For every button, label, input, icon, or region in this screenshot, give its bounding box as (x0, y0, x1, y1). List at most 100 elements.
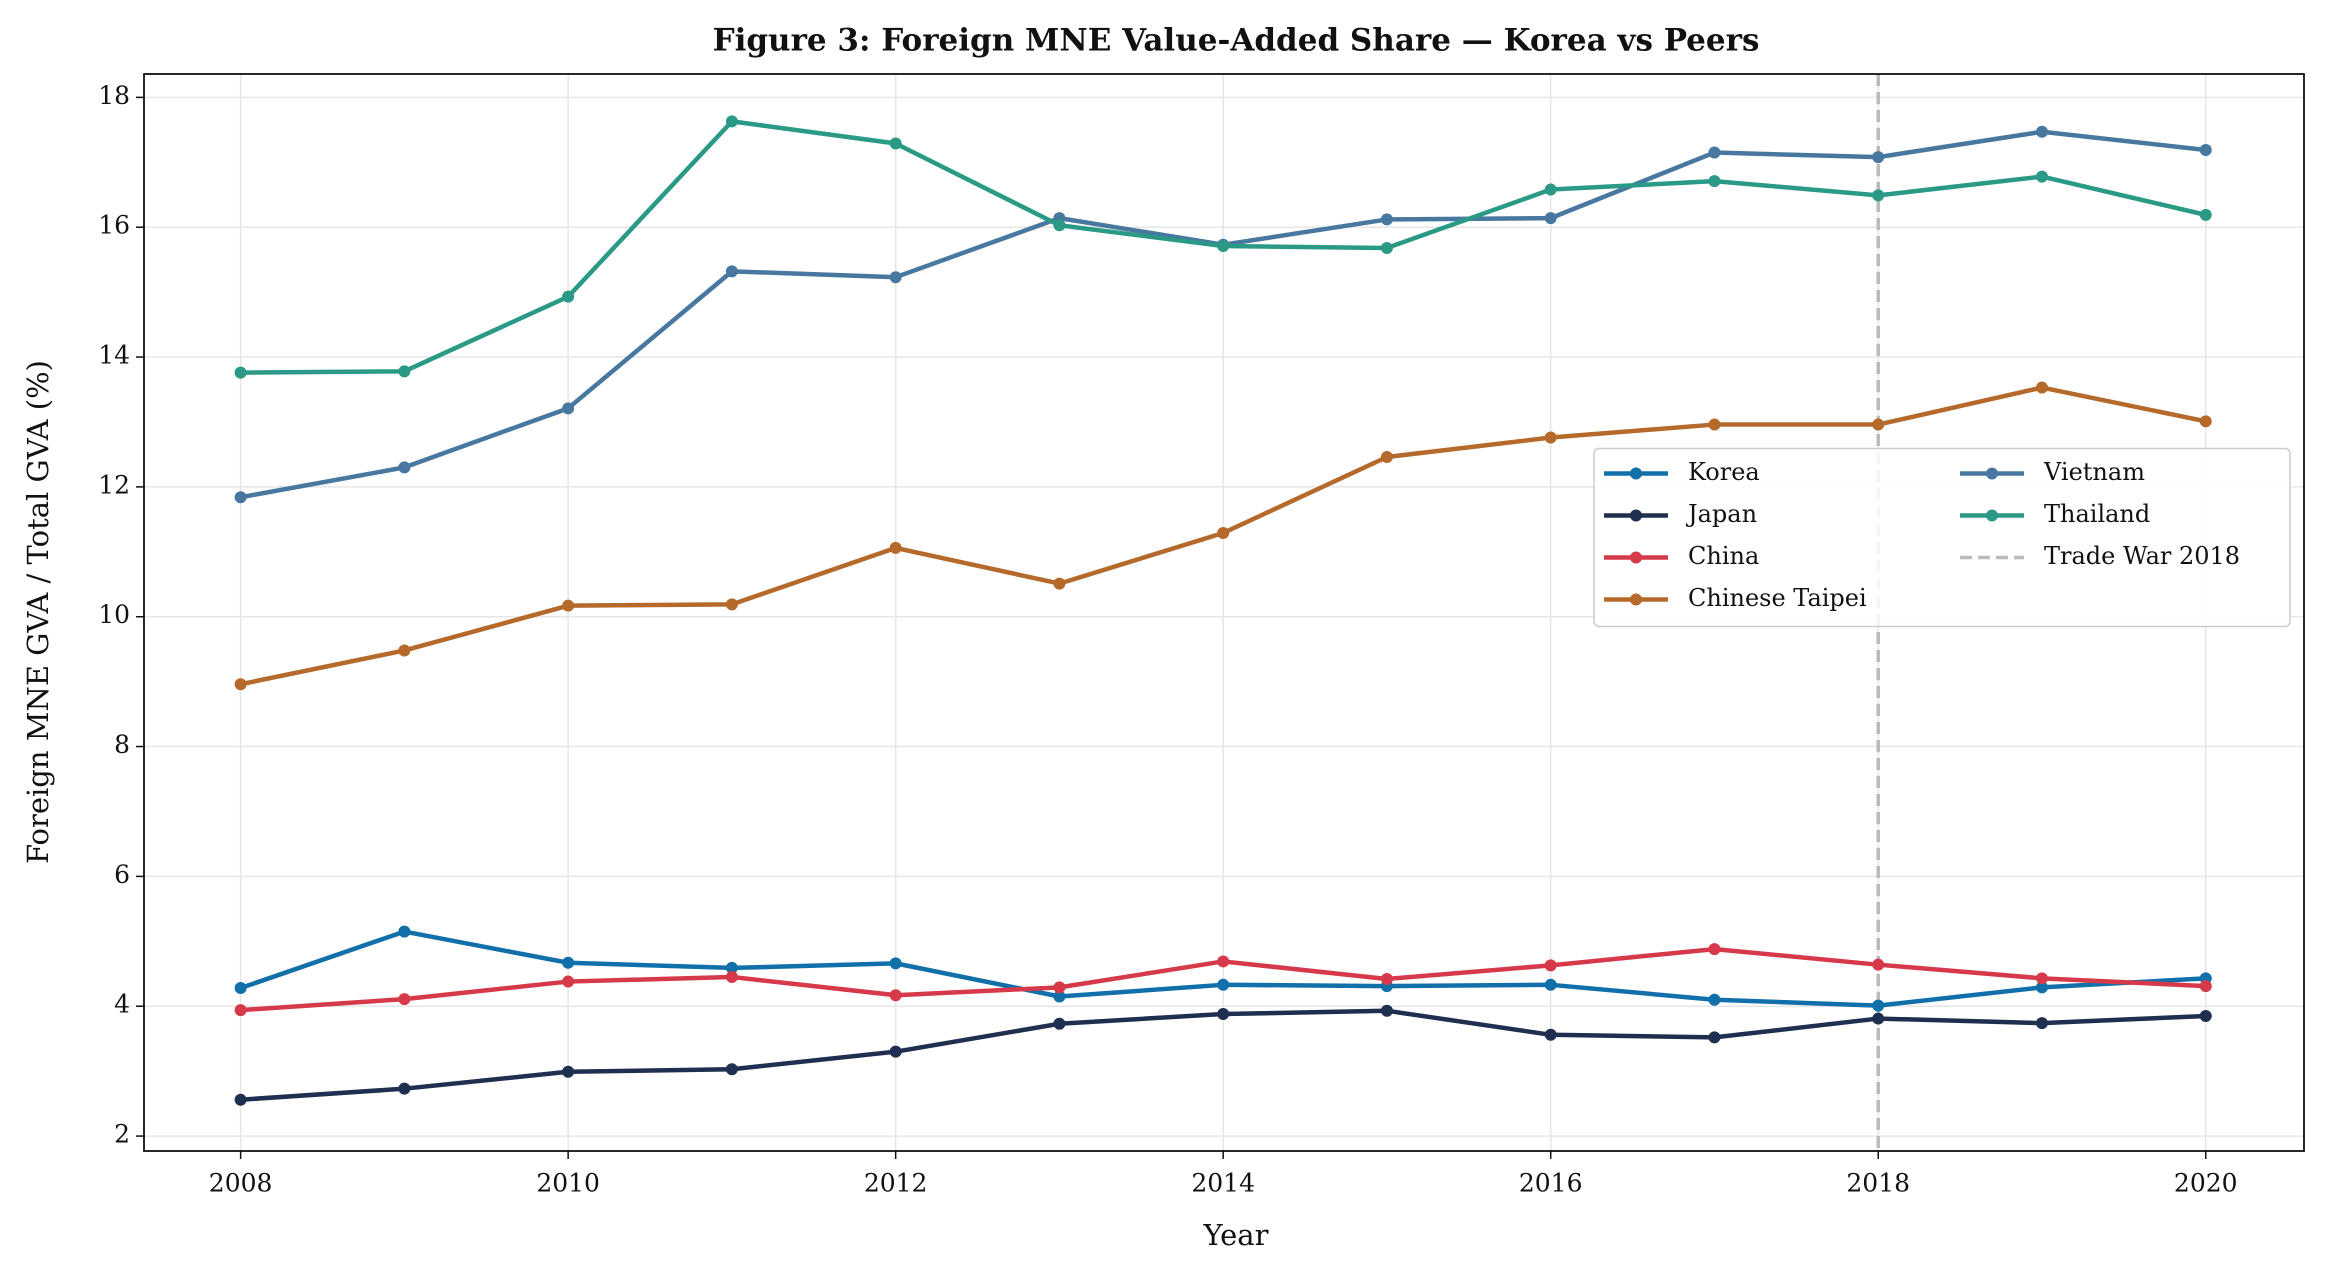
data-point (2199, 143, 2212, 156)
data-point (1544, 959, 1557, 972)
data-point (562, 290, 575, 303)
data-point (562, 599, 575, 612)
data-point (234, 678, 247, 691)
data-point (1872, 1012, 1885, 1025)
y-tick-label: 8 (114, 730, 130, 759)
data-point (1544, 978, 1557, 991)
data-point (234, 1093, 247, 1106)
data-point (562, 975, 575, 988)
data-point (889, 1045, 902, 1058)
legend-swatch (1630, 551, 1642, 564)
y-tick-label: 4 (114, 990, 130, 1019)
data-point (2035, 981, 2048, 994)
data-point (1544, 1028, 1557, 1041)
data-point (1872, 999, 1885, 1012)
data-point (1217, 240, 1230, 253)
data-point (2199, 208, 2212, 221)
data-point (1872, 189, 1885, 202)
data-point (1544, 212, 1557, 225)
data-point (889, 957, 902, 970)
data-point (1380, 1004, 1393, 1017)
data-point (1217, 978, 1230, 991)
x-tick-label: 2010 (536, 1169, 600, 1198)
legend-box (1593, 447, 2291, 628)
data-point (1872, 418, 1885, 431)
data-point (1708, 418, 1721, 431)
data-point (2199, 415, 2212, 428)
data-point (398, 993, 411, 1006)
data-point (398, 461, 411, 474)
data-point (2035, 1017, 2048, 1030)
data-point (1053, 1017, 1066, 1030)
y-tick-label: 10 (98, 600, 130, 629)
legend-swatch (1630, 593, 1642, 606)
data-point (1544, 431, 1557, 444)
data-point (889, 541, 902, 554)
data-point (1708, 175, 1721, 188)
y-tick-label: 12 (98, 470, 130, 499)
data-point (1708, 943, 1721, 956)
data-point (2199, 980, 2212, 993)
x-tick-label: 2020 (2174, 1169, 2238, 1198)
data-point (725, 1063, 738, 1076)
data-point (1872, 958, 1885, 971)
data-point (2199, 1009, 2212, 1022)
x-tick-label: 2018 (1846, 1169, 1910, 1198)
y-tick-label: 18 (98, 81, 130, 110)
data-point (234, 491, 247, 504)
legend-swatch (1630, 509, 1642, 522)
data-point (725, 115, 738, 128)
legend-label: Trade War 2018 (2044, 542, 2240, 570)
data-point (398, 644, 411, 657)
data-point (1053, 990, 1066, 1003)
data-point (398, 925, 411, 938)
legend-label: Japan (1685, 500, 1757, 528)
data-point (725, 598, 738, 611)
legend-label: Chinese Taipei (1688, 584, 1867, 612)
legend-swatch (1986, 509, 1998, 522)
chart-title: Figure 3: Foreign MNE Value-Added Share … (713, 23, 1760, 59)
y-axis-label: Foreign MNE GVA / Total GVA (%) (21, 360, 55, 864)
x-tick-label: 2014 (1191, 1169, 1255, 1198)
y-tick-label: 2 (114, 1120, 130, 1149)
y-tick-label: 16 (98, 211, 130, 240)
data-point (1544, 183, 1557, 196)
x-tick-label: 2008 (209, 1169, 273, 1198)
data-point (1217, 526, 1230, 539)
legend-label: Vietnam (2043, 458, 2145, 486)
data-point (1380, 972, 1393, 985)
legend-swatch (1630, 467, 1642, 480)
data-point (1053, 577, 1066, 590)
data-point (725, 961, 738, 974)
data-point (1053, 219, 1066, 232)
data-point (1708, 146, 1721, 159)
data-point (1217, 955, 1230, 968)
data-point (889, 989, 902, 1002)
data-point (1217, 1008, 1230, 1021)
legend-swatch (1986, 467, 1998, 480)
x-tick-label: 2012 (864, 1169, 928, 1198)
data-point (562, 1065, 575, 1078)
data-point (234, 1004, 247, 1017)
x-axis-label: Year (1203, 1218, 1269, 1252)
data-point (398, 1082, 411, 1095)
y-tick-label: 14 (98, 341, 130, 370)
y-tick-label: 6 (114, 860, 130, 889)
data-point (1380, 241, 1393, 254)
data-point (562, 956, 575, 969)
plot-frame (143, 73, 2305, 1152)
data-point (1708, 993, 1721, 1006)
legend-label: Thailand (2044, 500, 2150, 528)
data-point (889, 137, 902, 150)
data-point (1708, 1031, 1721, 1044)
data-point (1380, 213, 1393, 226)
data-point (1053, 981, 1066, 994)
data-point (234, 366, 247, 379)
data-point (562, 402, 575, 415)
legend-label: China (1688, 542, 1759, 570)
data-point (725, 971, 738, 984)
data-point (1380, 451, 1393, 464)
data-point (398, 365, 411, 378)
data-point (2035, 972, 2048, 985)
